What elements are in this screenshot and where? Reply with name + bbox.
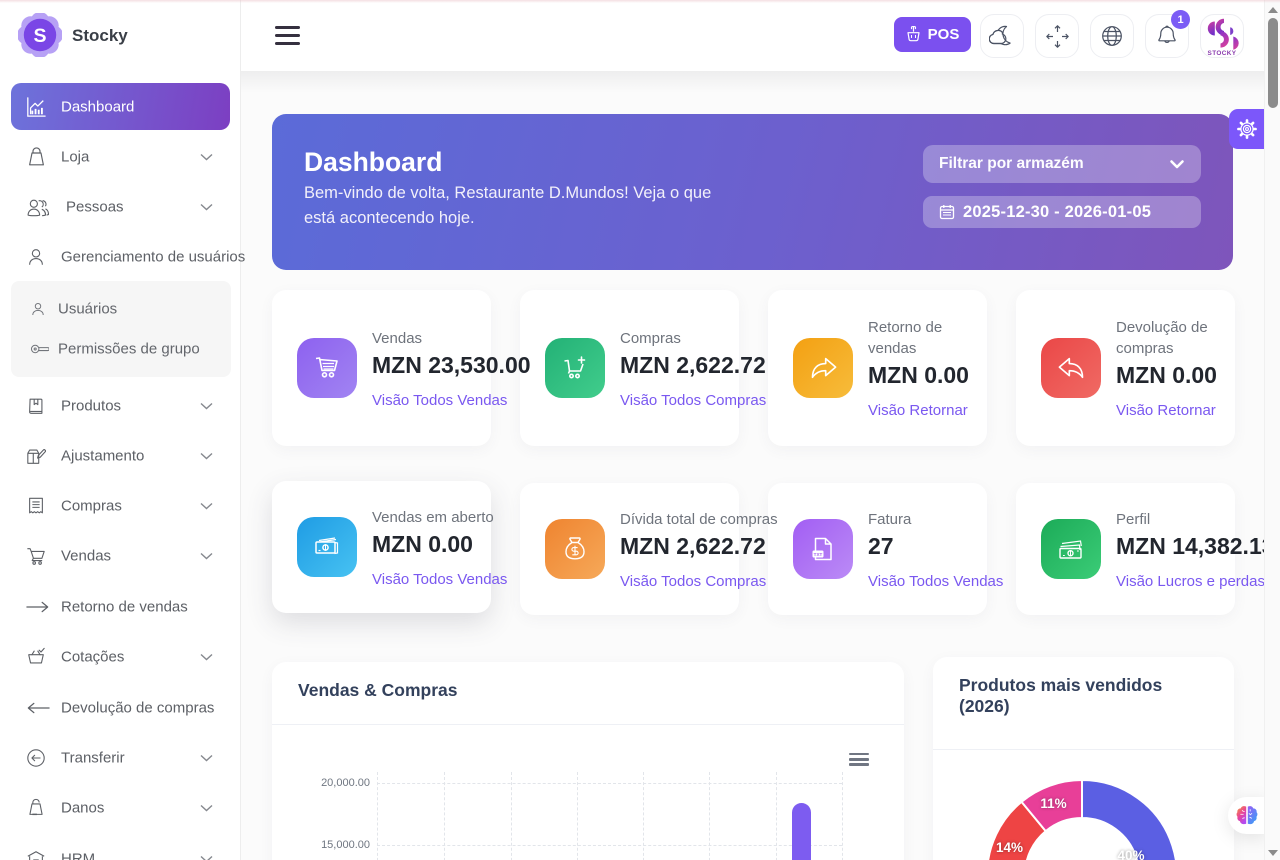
svg-text:S: S xyxy=(33,25,46,47)
svg-text:40%: 40% xyxy=(1117,848,1144,860)
svg-text:TXT: TXT xyxy=(814,552,823,557)
svg-text:STOCKY: STOCKY xyxy=(1208,50,1237,56)
svg-text:14%: 14% xyxy=(996,840,1023,855)
svg-text:11%: 11% xyxy=(1040,796,1066,811)
